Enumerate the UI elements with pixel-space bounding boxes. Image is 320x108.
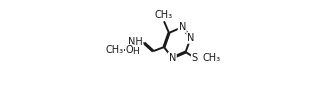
Text: S: S <box>192 53 198 63</box>
Text: CH₃: CH₃ <box>155 10 173 20</box>
Text: CH₃: CH₃ <box>105 45 123 55</box>
Text: O: O <box>126 45 133 55</box>
Text: H: H <box>132 48 139 56</box>
Text: N: N <box>187 33 194 43</box>
Text: N: N <box>169 53 176 63</box>
Text: NH: NH <box>128 37 143 47</box>
Text: N: N <box>179 22 186 32</box>
Text: CH₃: CH₃ <box>203 53 221 63</box>
